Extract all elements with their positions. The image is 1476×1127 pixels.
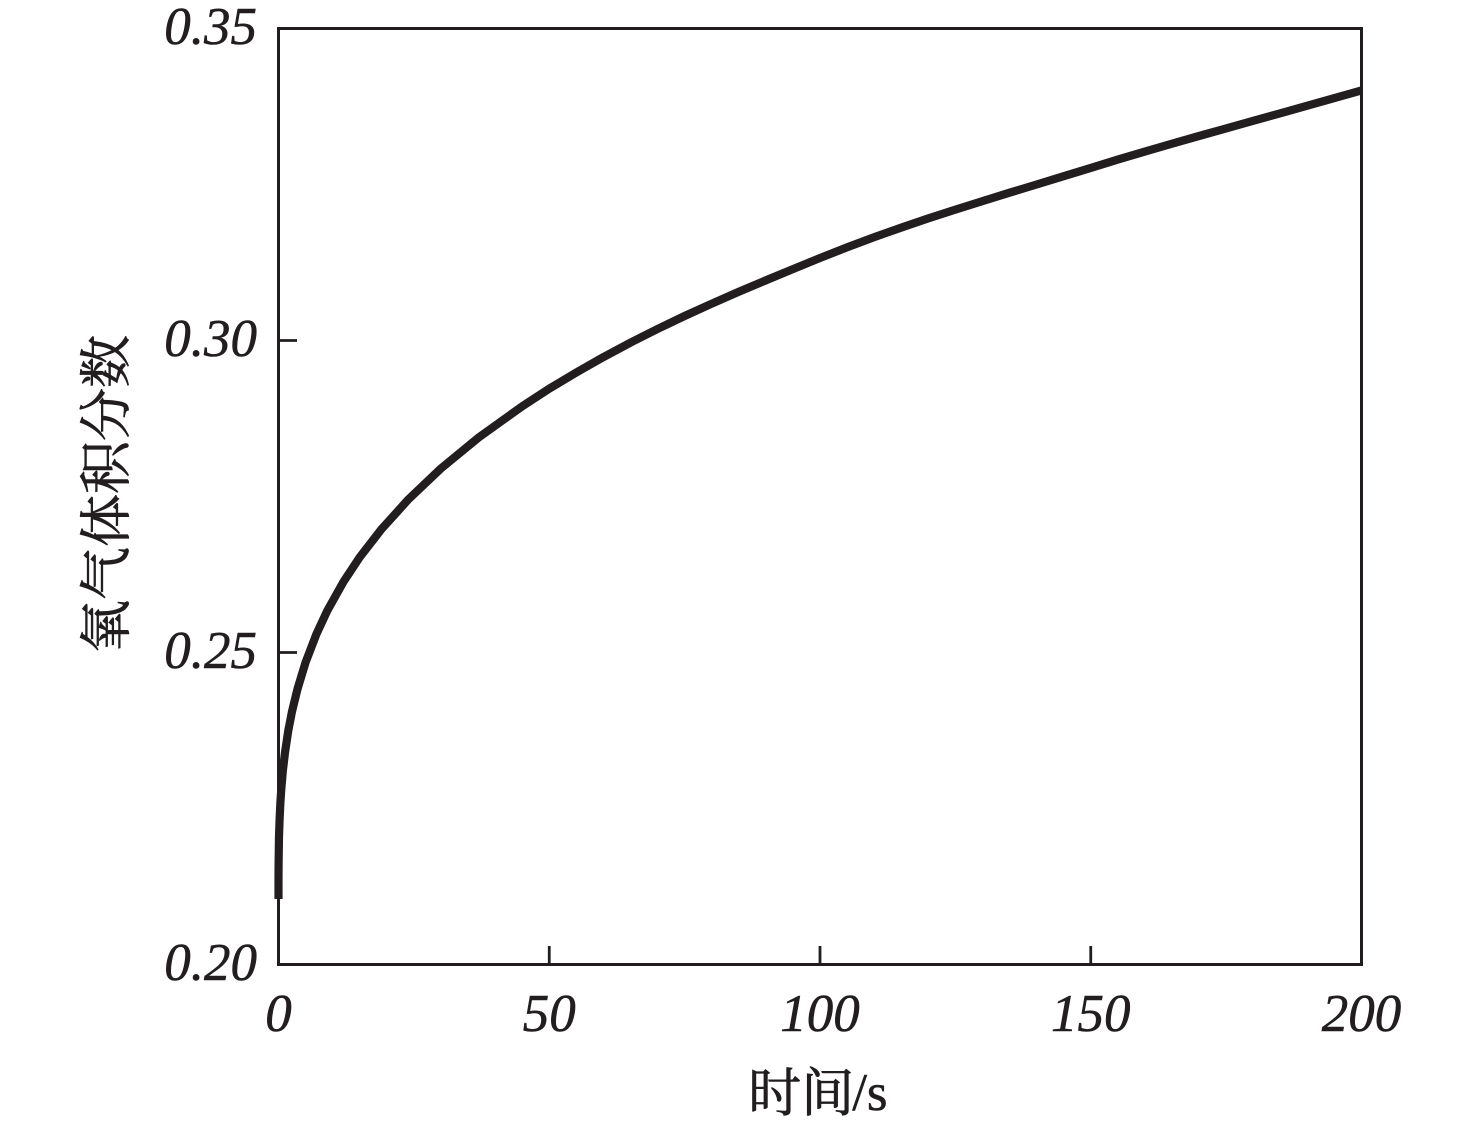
svg-text:0.25: 0.25 [164, 622, 257, 680]
svg-text:0: 0 [265, 985, 292, 1043]
svg-text:150: 150 [1051, 985, 1131, 1043]
svg-text:0.35: 0.35 [164, 0, 257, 56]
svg-text:0.30: 0.30 [164, 310, 257, 368]
svg-text:100: 100 [780, 985, 860, 1043]
svg-text:0.20: 0.20 [164, 934, 257, 992]
svg-text:200: 200 [1322, 985, 1402, 1043]
svg-text:50: 50 [523, 985, 576, 1043]
svg-text:/s: /s [852, 1064, 887, 1122]
